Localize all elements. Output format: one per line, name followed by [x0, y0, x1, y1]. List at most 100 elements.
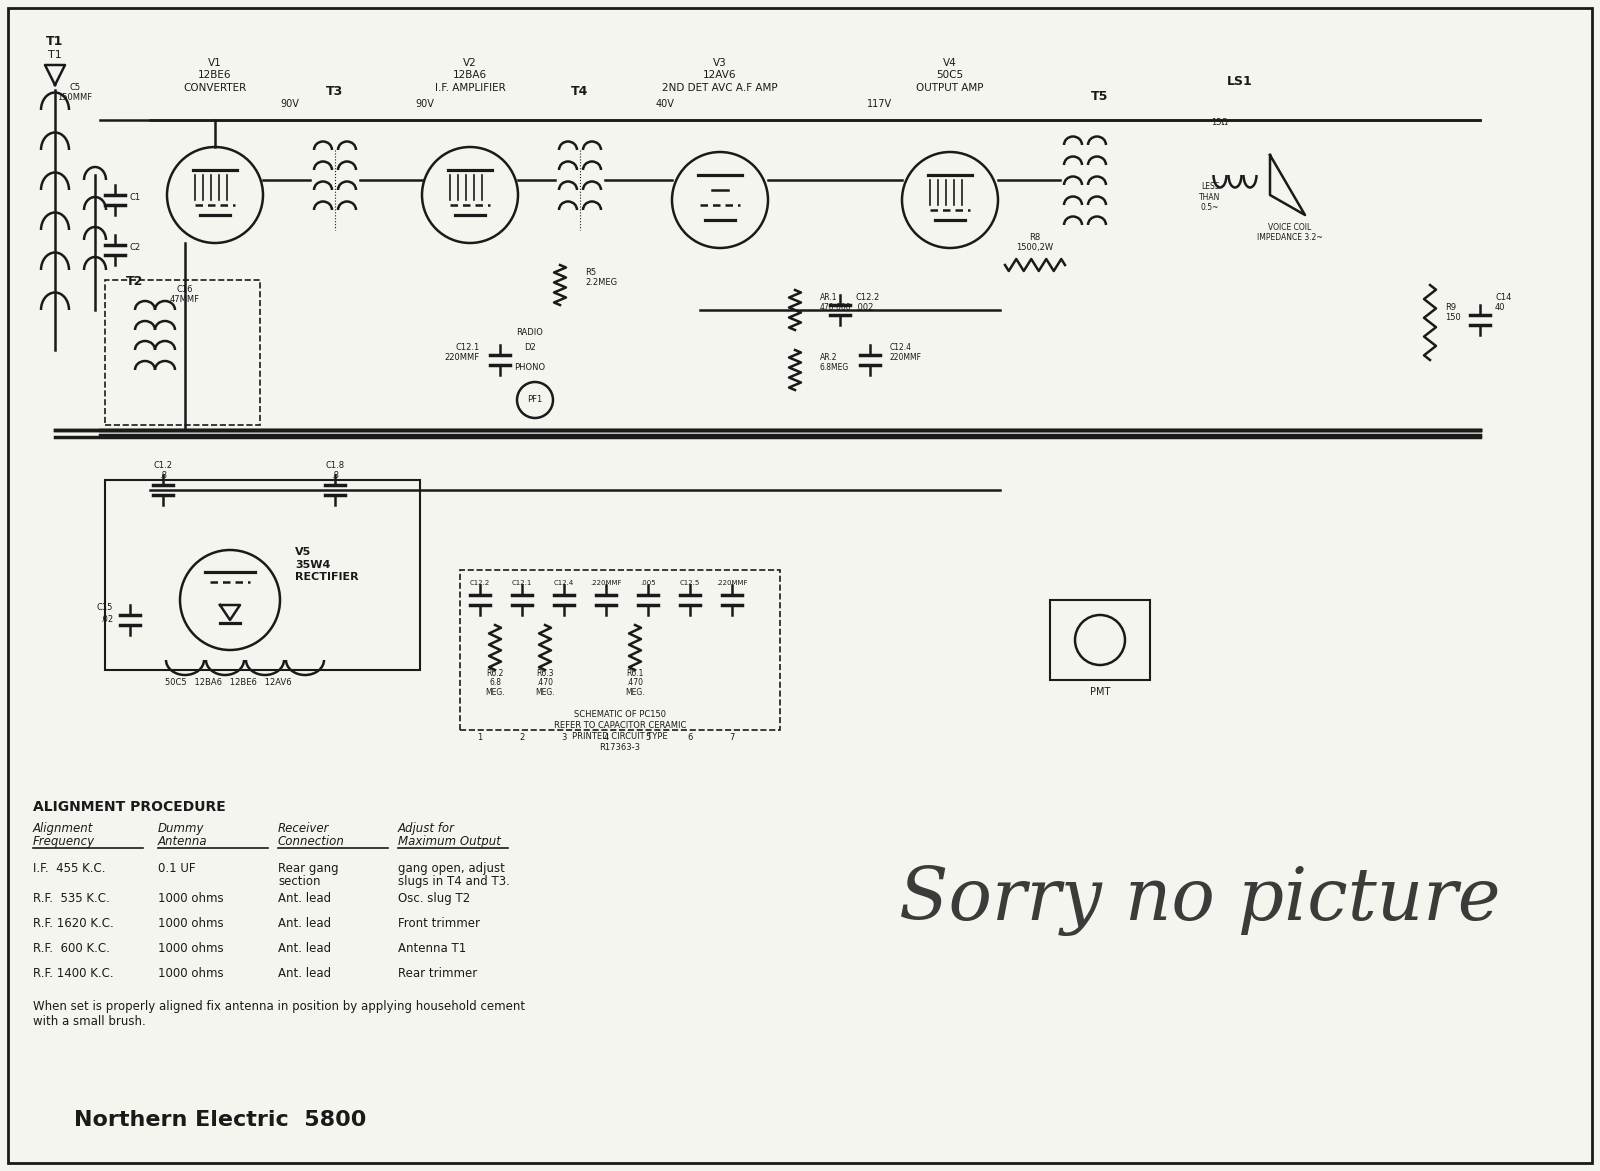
Text: R.F. 1620 K.C.: R.F. 1620 K.C. — [34, 917, 114, 930]
Text: T1: T1 — [48, 50, 62, 60]
Text: 3: 3 — [562, 733, 566, 742]
Text: C1.2: C1.2 — [154, 461, 173, 470]
Text: When set is properly aligned fix antenna in position by applying household cemen: When set is properly aligned fix antenna… — [34, 1000, 525, 1028]
Text: 15Ω: 15Ω — [1211, 118, 1229, 126]
Text: RADIO: RADIO — [517, 328, 544, 337]
Text: C12.1: C12.1 — [512, 580, 533, 586]
Text: R5
2.2MEG: R5 2.2MEG — [586, 268, 618, 287]
Text: Osc. slug T2: Osc. slug T2 — [398, 892, 470, 905]
Text: V1
12BE6
CONVERTER: V1 12BE6 CONVERTER — [184, 59, 246, 93]
Text: 0.1 UF: 0.1 UF — [158, 862, 195, 875]
Text: LESS
THAN
0.5~: LESS THAN 0.5~ — [1200, 183, 1221, 212]
Text: 47MMF: 47MMF — [170, 295, 200, 304]
Text: C1.8: C1.8 — [325, 461, 344, 470]
Text: R6.2
6.8
MEG.: R6.2 6.8 MEG. — [485, 669, 506, 697]
Text: C12.4
220MMF: C12.4 220MMF — [890, 343, 922, 362]
Text: 1000 ohms: 1000 ohms — [158, 917, 224, 930]
Text: Northern Electric  5800: Northern Electric 5800 — [74, 1110, 366, 1130]
Text: I.F.  455 K.C.: I.F. 455 K.C. — [34, 862, 106, 875]
Text: Ant. lead: Ant. lead — [278, 941, 331, 956]
Text: 6: 6 — [688, 733, 693, 742]
Text: VOICE COIL
IMPEDANCE 3.2~: VOICE COIL IMPEDANCE 3.2~ — [1258, 222, 1323, 242]
Text: gang open, adjust: gang open, adjust — [398, 862, 506, 875]
Text: 7: 7 — [730, 733, 734, 742]
Text: Adjust for: Adjust for — [398, 822, 454, 835]
Text: ALIGNMENT PROCEDURE: ALIGNMENT PROCEDURE — [34, 800, 226, 814]
Text: C12.2: C12.2 — [470, 580, 490, 586]
Text: slugs in T4 and T3.: slugs in T4 and T3. — [398, 875, 510, 888]
Text: R9
150: R9 150 — [1445, 302, 1461, 322]
Text: V2
12BA6
I.F. AMPLIFIER: V2 12BA6 I.F. AMPLIFIER — [435, 59, 506, 93]
Text: C2: C2 — [130, 244, 141, 252]
Text: Maximum Output: Maximum Output — [398, 835, 501, 848]
Text: Antenna: Antenna — [158, 835, 208, 848]
Text: Front trimmer: Front trimmer — [398, 917, 480, 930]
Text: V3
12AV6
2ND DET AVC A.F AMP: V3 12AV6 2ND DET AVC A.F AMP — [662, 59, 778, 93]
Text: 1000 ohms: 1000 ohms — [158, 941, 224, 956]
Text: PF1: PF1 — [528, 396, 542, 404]
Text: 1: 1 — [477, 733, 483, 742]
Text: .220MMF: .220MMF — [717, 580, 747, 586]
Text: Ant. lead: Ant. lead — [278, 892, 331, 905]
Bar — [461, 570, 781, 730]
Text: T2: T2 — [126, 275, 144, 288]
Text: 1000 ohms: 1000 ohms — [158, 967, 224, 980]
Text: SCHEMATIC OF PC150
REFER TO CAPACITOR CERAMIC
PRINTED CIRCUIT TYPE
R17363-3: SCHEMATIC OF PC150 REFER TO CAPACITOR CE… — [554, 710, 686, 752]
Text: Connection: Connection — [278, 835, 346, 848]
Text: V5
35W4
RECTIFIER: V5 35W4 RECTIFIER — [294, 547, 358, 582]
Text: 4: 4 — [603, 733, 608, 742]
Text: AR.2
6.8MEG: AR.2 6.8MEG — [819, 352, 850, 372]
Text: V4
50C5
OUTPUT AMP: V4 50C5 OUTPUT AMP — [917, 59, 984, 93]
Bar — [106, 480, 419, 670]
Text: 90V: 90V — [416, 100, 435, 109]
Text: Ant. lead: Ant. lead — [278, 917, 331, 930]
Text: 90V: 90V — [280, 100, 299, 109]
Text: T4: T4 — [571, 85, 589, 98]
Text: T1: T1 — [46, 35, 64, 48]
Text: Frequency: Frequency — [34, 835, 94, 848]
Text: Receiver: Receiver — [278, 822, 330, 835]
Text: R6.1
.470
MEG.: R6.1 .470 MEG. — [626, 669, 645, 697]
Text: R.F.  600 K.C.: R.F. 600 K.C. — [34, 941, 110, 956]
Text: PHONO: PHONO — [515, 363, 546, 372]
Text: T5: T5 — [1091, 90, 1109, 103]
Text: Alignment: Alignment — [34, 822, 93, 835]
Text: LS1: LS1 — [1227, 75, 1253, 88]
Text: AR.1
470,000: AR.1 470,000 — [819, 293, 851, 311]
Text: 117V: 117V — [867, 100, 893, 109]
Text: Rear trimmer: Rear trimmer — [398, 967, 477, 980]
Text: R.F.  535 K.C.: R.F. 535 K.C. — [34, 892, 110, 905]
Text: .8: .8 — [158, 471, 166, 480]
Text: Rear gang: Rear gang — [278, 862, 339, 875]
Text: section: section — [278, 875, 320, 888]
Text: C16: C16 — [176, 285, 194, 294]
Text: .02: .02 — [99, 615, 114, 624]
Text: .005: .005 — [640, 580, 656, 586]
Text: D2: D2 — [525, 343, 536, 352]
Bar — [106, 280, 259, 425]
Text: C5
150MMF: C5 150MMF — [58, 83, 93, 102]
Text: 40V: 40V — [656, 100, 675, 109]
Text: 2: 2 — [520, 733, 525, 742]
Text: C12.5: C12.5 — [680, 580, 701, 586]
Text: .8: .8 — [331, 471, 339, 480]
Text: PMT: PMT — [1090, 687, 1110, 697]
Text: Ant. lead: Ant. lead — [278, 967, 331, 980]
Text: R.F. 1400 K.C.: R.F. 1400 K.C. — [34, 967, 114, 980]
Text: T3: T3 — [326, 85, 344, 98]
Text: C15: C15 — [96, 603, 114, 612]
Text: C14
40: C14 40 — [1494, 293, 1512, 311]
Bar — [1050, 600, 1150, 680]
Text: C1: C1 — [130, 193, 141, 203]
Text: C12.2
.002: C12.2 .002 — [854, 293, 880, 311]
Text: 1000 ohms: 1000 ohms — [158, 892, 224, 905]
Text: R8
1500,2W: R8 1500,2W — [1016, 233, 1053, 252]
Text: C12.4: C12.4 — [554, 580, 574, 586]
Text: C12.1
220MMF: C12.1 220MMF — [445, 343, 480, 362]
Text: Sorry no picture: Sorry no picture — [899, 864, 1501, 936]
Text: 50C5   12BA6   12BE6   12AV6: 50C5 12BA6 12BE6 12AV6 — [165, 678, 291, 687]
Text: 5: 5 — [645, 733, 651, 742]
Text: .220MMF: .220MMF — [590, 580, 622, 586]
Text: Dummy: Dummy — [158, 822, 205, 835]
Text: R6.3
.470
MEG.: R6.3 .470 MEG. — [534, 669, 555, 697]
